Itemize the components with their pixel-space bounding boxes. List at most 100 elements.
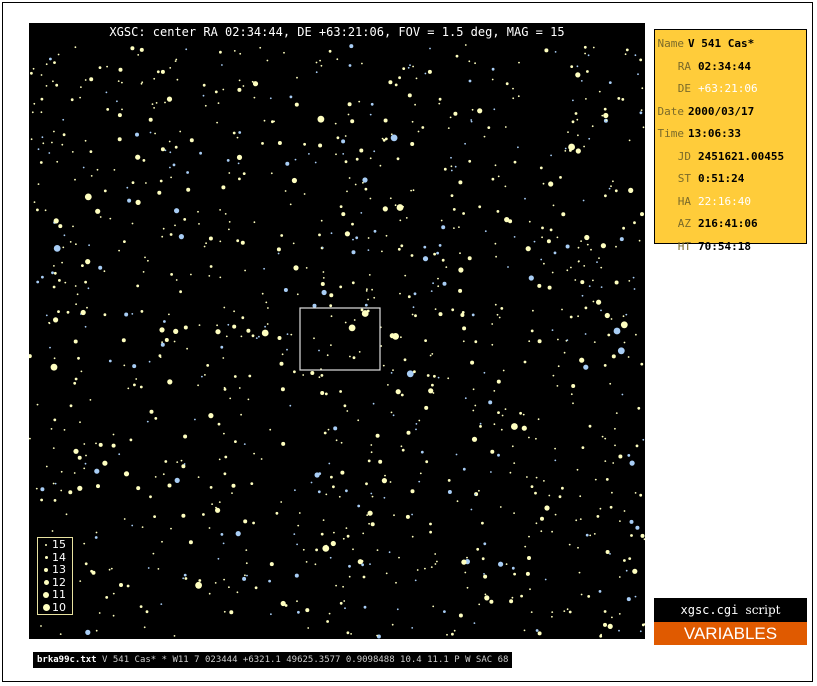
star [42,142,45,145]
star [305,561,308,563]
star [246,574,248,577]
star [174,208,180,214]
star [561,486,564,490]
star [170,176,173,179]
star [557,365,560,368]
name-label: Name [657,37,685,50]
star [108,568,111,571]
star [577,134,579,137]
star [60,470,63,473]
star [96,484,100,489]
star [609,382,612,385]
star [352,548,354,551]
star [622,226,625,230]
star [209,265,213,268]
star [342,153,345,155]
star [302,374,305,376]
star [537,631,542,636]
star [219,50,222,54]
star [568,143,575,151]
status-line: brka99c.txt V 541 Cas* * W11 7 023444 +6… [33,652,513,668]
star [70,98,74,102]
script-link[interactable]: xgsc.cgi script [654,598,807,622]
star [569,315,573,319]
star [234,440,237,443]
star [411,513,413,516]
star [164,149,167,152]
star [123,471,130,477]
star [436,251,439,255]
star [351,222,354,226]
star [505,563,508,565]
star [459,252,461,255]
star [139,605,143,608]
star [504,217,510,223]
star [152,552,155,555]
star [286,348,288,351]
star [228,172,231,174]
star [618,454,623,459]
star [148,117,153,122]
info-st-row: ST 0:51:24 [655,168,806,191]
jd-label: JD [677,149,691,163]
star-chart[interactable]: XGSC: center RA 02:34:44, DE +63:21:06, … [29,23,645,639]
star [155,102,158,104]
star [429,522,432,526]
star [52,482,55,485]
star [400,393,404,397]
star [198,579,202,582]
star [572,99,574,102]
star [346,410,349,412]
star [399,219,402,222]
star [98,442,103,447]
star [94,536,98,539]
star [584,52,586,55]
star [116,100,118,103]
star [491,177,495,181]
star [610,318,613,320]
star [460,313,465,317]
star [575,519,578,522]
star [628,280,631,282]
star [348,177,351,179]
star [283,51,285,54]
star [594,478,597,481]
star [90,569,93,573]
star [568,543,571,546]
legend-item: 14 [40,551,72,565]
star [238,131,242,134]
star [603,610,607,613]
legend-item: 12 [40,576,72,590]
star [41,136,44,139]
star [453,227,455,230]
star [563,351,566,354]
star [563,610,566,612]
star [84,325,87,328]
star [517,146,519,149]
time-label: Time [657,127,685,140]
star [293,265,299,271]
variables-button[interactable]: VARIABLES [654,622,807,645]
star [598,590,602,593]
star [537,418,540,421]
star [349,44,354,49]
star [607,333,611,337]
star [581,294,584,297]
star [504,408,507,410]
star [33,201,36,204]
star [512,87,514,90]
star [511,445,514,448]
star [321,289,327,296]
star [598,90,601,93]
star [461,311,465,314]
star [373,296,376,299]
star [339,285,343,289]
star [98,612,101,614]
star [132,364,137,369]
star [607,623,613,630]
star [620,321,628,329]
star [330,315,333,318]
star [365,290,368,292]
star [208,413,214,419]
star [52,447,55,449]
